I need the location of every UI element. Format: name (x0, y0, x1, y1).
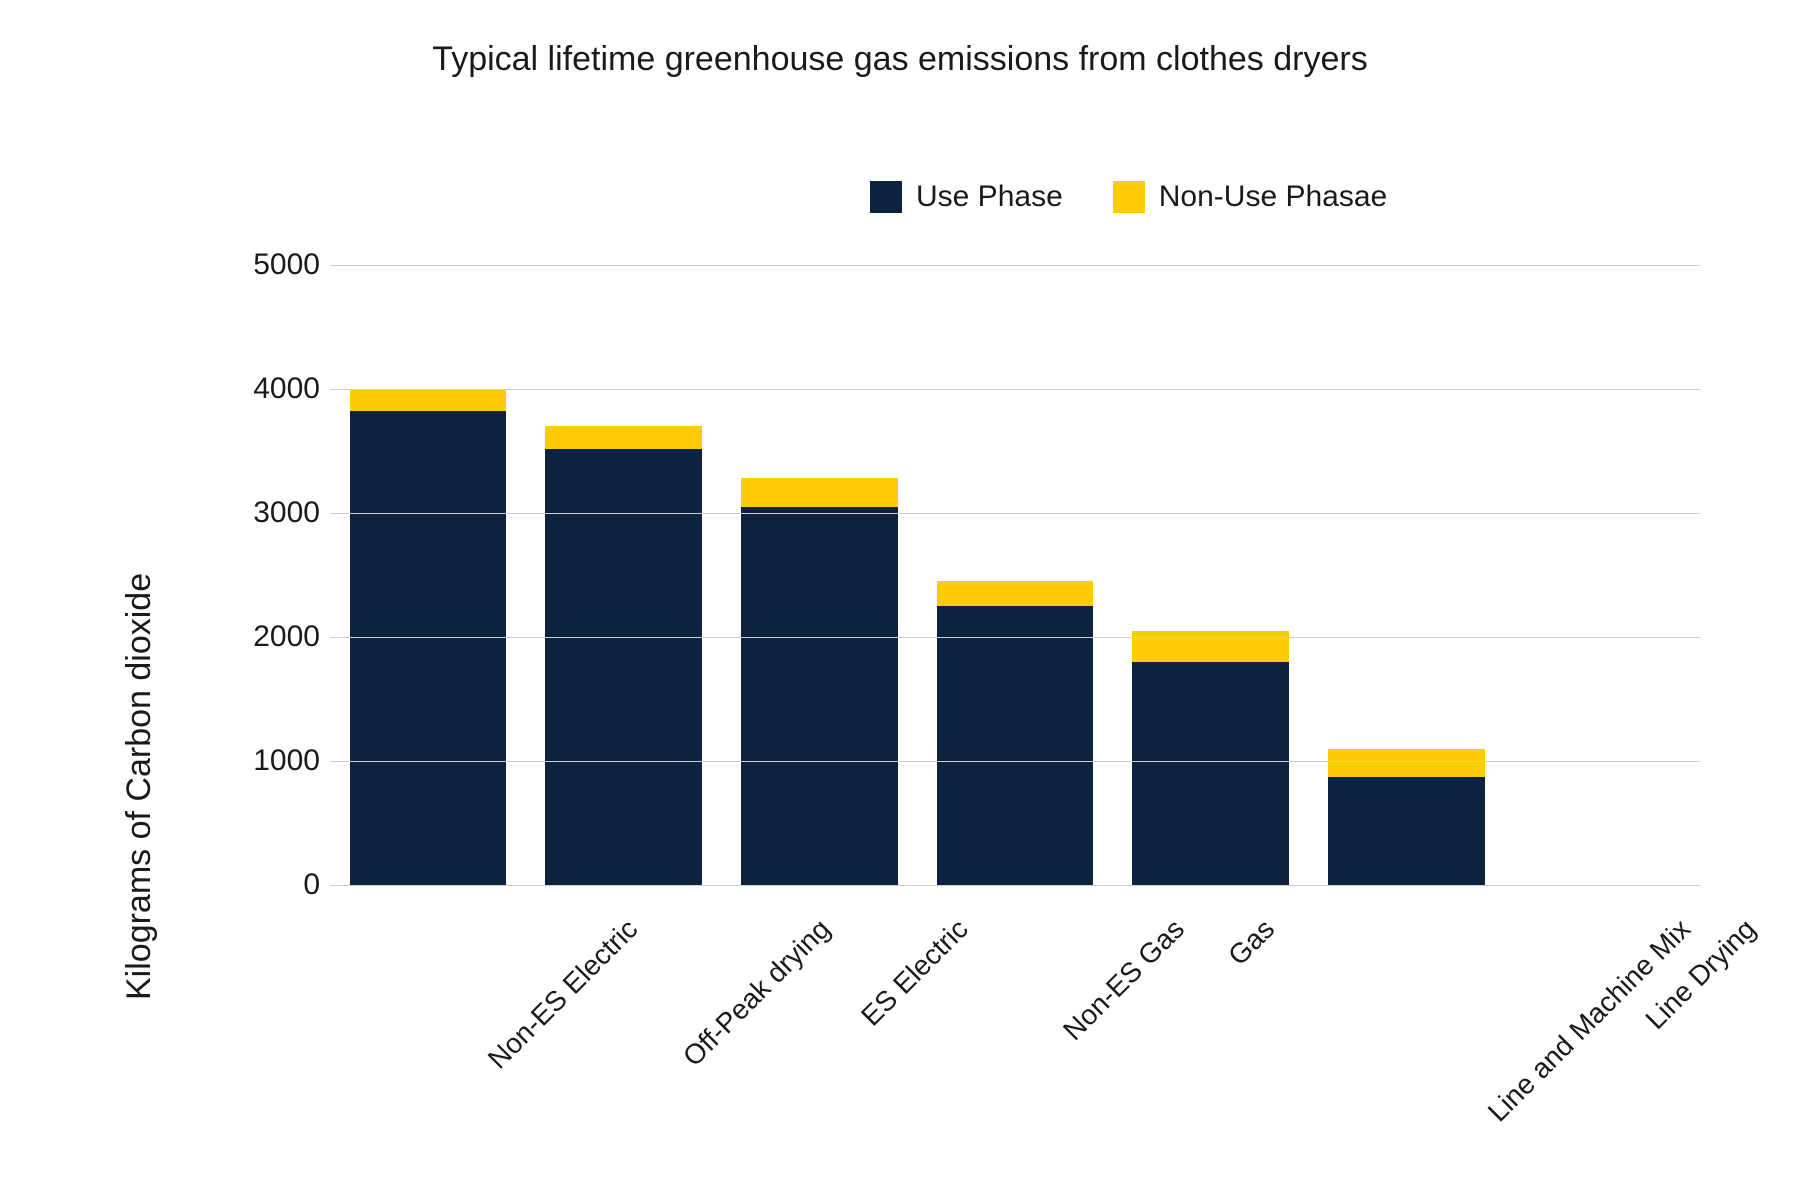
legend-swatch (1113, 181, 1145, 213)
gridline (330, 265, 1700, 266)
bar-segment (937, 581, 1094, 606)
x-tick-label: Off-Peak drying (676, 913, 836, 1073)
x-tick-label: Non-ES Gas (1057, 913, 1191, 1047)
x-tick-label: Gas (1222, 913, 1281, 972)
gridline (330, 761, 1700, 762)
y-axis-label: Kilograms of Carbon dioxide (120, 573, 159, 1000)
bar-segment (545, 449, 702, 885)
x-tick-label: ES Electric (855, 913, 974, 1032)
gridline (330, 885, 1700, 886)
bar-group (937, 265, 1094, 885)
bar-segment (1328, 749, 1485, 778)
legend-item: Use Phase (870, 180, 1063, 214)
bar-group (350, 265, 507, 885)
bar-segment (741, 507, 898, 885)
y-tick-label: 0 (220, 868, 320, 902)
chart-title: Typical lifetime greenhouse gas emission… (0, 40, 1800, 79)
y-tick-label: 4000 (220, 372, 320, 406)
legend-item: Non-Use Phasae (1113, 180, 1387, 214)
y-tick-label: 1000 (220, 744, 320, 778)
x-tick-label: Non-ES Electric (482, 913, 644, 1075)
bar-segment (1132, 631, 1289, 662)
plot-area (330, 265, 1700, 885)
y-tick-label: 3000 (220, 496, 320, 530)
bar-segment (741, 478, 898, 507)
chart-legend: Use Phase Non-Use Phasae (870, 180, 1387, 214)
bar-segment (1328, 777, 1485, 885)
legend-swatch (870, 181, 902, 213)
bar-segment (545, 426, 702, 448)
bar-group (545, 265, 702, 885)
legend-label: Non-Use Phasae (1159, 180, 1387, 214)
bar-group (1524, 265, 1681, 885)
y-tick-label: 2000 (220, 620, 320, 654)
bar-segment (350, 411, 507, 885)
bar-segment (937, 606, 1094, 885)
chart-container: Typical lifetime greenhouse gas emission… (0, 0, 1800, 1200)
gridline (330, 513, 1700, 514)
bars-layer (330, 265, 1700, 885)
bar-segment (350, 389, 507, 411)
gridline (330, 637, 1700, 638)
bar-group (741, 265, 898, 885)
bar-segment (1132, 662, 1289, 885)
y-tick-label: 5000 (220, 248, 320, 282)
gridline (330, 389, 1700, 390)
legend-label: Use Phase (916, 180, 1063, 214)
bar-group (1328, 265, 1485, 885)
bar-group (1132, 265, 1289, 885)
